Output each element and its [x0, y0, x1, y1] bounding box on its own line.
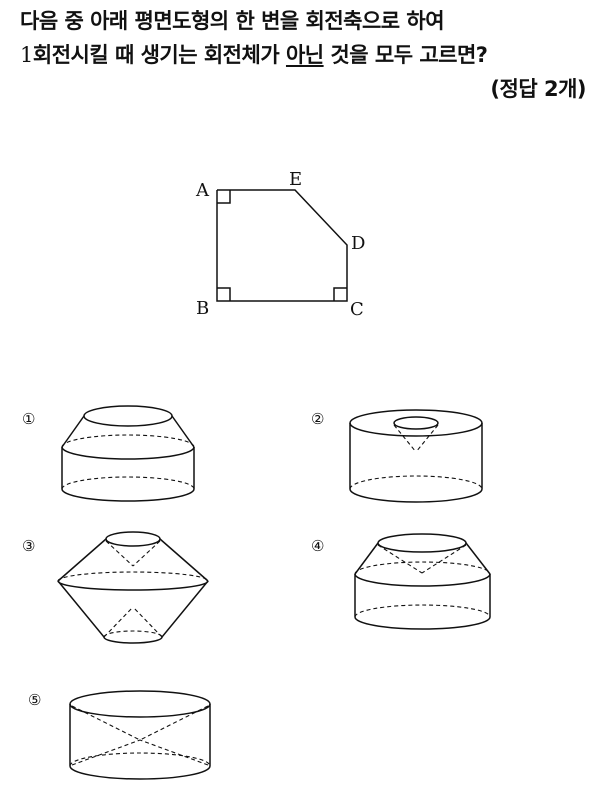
option-1-mark: ① [22, 410, 35, 428]
option-4-mark: ④ [311, 537, 324, 555]
right-angle-mark-b [217, 287, 231, 301]
question-line-1: 다음 중 아래 평면도형의 한 변을 회전축으로 하여 [20, 9, 445, 33]
figure-outline [216, 189, 348, 302]
question-number-prefix: 1 [20, 43, 33, 67]
option-3-mark: ③ [22, 537, 35, 555]
question-line-2: 1회전시킬 때 생기는 회전체가 아닌 것을 모두 고르면? [20, 38, 590, 72]
vertex-label-e: E [289, 169, 302, 190]
option-5-mark: ⑤ [28, 691, 41, 709]
vertex-label-d: D [351, 233, 365, 254]
vertex-label-a: A [195, 180, 210, 201]
question-text: 다음 중 아래 평면도형의 한 변을 회전축으로 하여 1회전시킬 때 생기는 … [20, 4, 590, 106]
question-underlined-word: 아닌 [285, 43, 324, 67]
right-angle-mark-a [217, 190, 231, 204]
vertex-label-b: B [196, 298, 209, 319]
question-line-2-b: 것을 모두 고르면? [323, 43, 488, 67]
answer-count-note: (정답 2개) [490, 77, 586, 101]
right-angle-mark-c [333, 287, 347, 301]
option-2-mark: ② [311, 410, 324, 428]
vertex-label-c: C [350, 299, 364, 320]
question-line-2-a: 회전시킬 때 생기는 회전체가 [32, 43, 286, 67]
